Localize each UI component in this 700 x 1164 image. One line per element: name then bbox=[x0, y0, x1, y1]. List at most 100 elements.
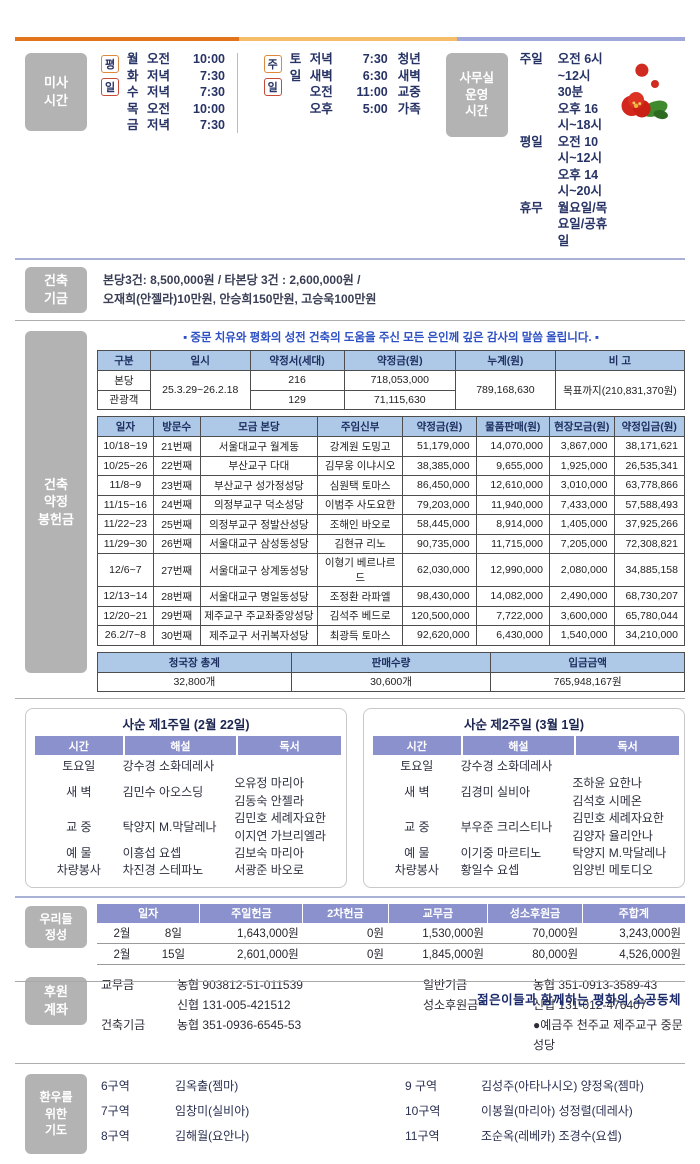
goods-cell: 12,610,000 bbox=[475, 475, 550, 496]
col-pledged: 약정금(원) bbox=[402, 416, 477, 437]
goods-cell: 11,715,000 bbox=[475, 533, 550, 554]
building-fund-line2: 오재희(안젤라)10만원, 안승희150만원, 고승욱100만원 bbox=[103, 292, 377, 306]
office-hours-key: 주일 bbox=[519, 52, 543, 66]
pledge-detail-row: 12/13~14 28번째 서울대교구 명일동성당 조정환 라파엘 98,430… bbox=[97, 586, 686, 607]
liturgy-rows: 토요일 강수경 소화데레사 새 벽 김민수 아오스딩 오유정 마리아 김동숙 안… bbox=[35, 758, 337, 880]
deposited-cell: 26,535,341 bbox=[613, 455, 686, 476]
gubun-cell: 관광객 bbox=[97, 389, 151, 410]
liturgy-section: 사순 제1주일 (2월 22일) 시간 해설 독서 토요일 강수경 소화데레사 … bbox=[15, 699, 685, 896]
sunday-mass-schedule: 토 저녁 7:30 청년 일 새벽 6:30 새벽 오전 11:00 교중 bbox=[290, 51, 430, 117]
commentator-cell: 차진경 스테파노 bbox=[122, 863, 204, 878]
pledged-cell: 51,179,000 bbox=[402, 436, 477, 457]
weekday-mass-row: 목 오전 10:00 bbox=[127, 101, 225, 118]
time-cell: 토요일 bbox=[62, 759, 96, 773]
liturgy-row: 토요일 강수경 소화데레사 bbox=[35, 758, 337, 775]
parish-cell: 부산교구 성가정성당 bbox=[199, 475, 319, 496]
mass-day bbox=[290, 101, 310, 118]
onsite-cell: 7,433,000 bbox=[548, 494, 615, 515]
pledge-detail-row: 11/22~23 25번째 의정부교구 정발산성당 조해인 바오로 58,445… bbox=[97, 514, 686, 535]
sunday-mass-row: 오전 11:00 교중 bbox=[290, 84, 430, 101]
date-cell: 12/13~14 bbox=[97, 586, 154, 607]
readers-cell: 임양빈 메토디오 bbox=[572, 863, 653, 878]
pledge-detail-header-row: 일자 방문수 모금 본당 주임신부 약정금(원) 물품판매(원) 현장모금(원)… bbox=[97, 416, 686, 437]
pledged-cell: 98,430,000 bbox=[402, 586, 477, 607]
building-fund-section: 건축 기금 본당3건: 8,500,000원 / 타본당 3건 : 2,600,… bbox=[15, 260, 685, 320]
mass-time: 7:30 bbox=[199, 118, 225, 132]
gubun-cell: 본당 bbox=[97, 370, 151, 391]
mass-ampm: 오후 bbox=[309, 101, 333, 116]
deposited-cell: 34,210,000 bbox=[613, 625, 686, 646]
date-cell: 26.2/7~8 bbox=[97, 625, 154, 646]
office-hours-label: 사무실 운영 시간 bbox=[445, 53, 508, 137]
liturgy-row: 교 중 부우준 크리스티나 김민호 세례자요한 김양자 율리안나 bbox=[373, 810, 675, 845]
section-divider bbox=[15, 698, 685, 699]
mass-ampm: 저녁 bbox=[147, 68, 171, 83]
district-left: 8구역 bbox=[101, 1128, 130, 1143]
pledged-cell: 92,620,000 bbox=[402, 625, 477, 646]
parish-cell: 의정부교구 덕소성당 bbox=[199, 494, 319, 515]
deposited-cell: 72,308,821 bbox=[613, 533, 686, 554]
prayer-section: 환우를 위한 기도 6구역 김옥출(젬마) 9 구역 김성주(아타나시오) 양정… bbox=[15, 1064, 685, 1164]
mass-times-label: 미사 시간 bbox=[25, 53, 87, 131]
top-accent-bar bbox=[15, 37, 685, 41]
pledged-cell: 38,385,000 bbox=[402, 455, 477, 476]
pledge-summary-row: 관광객 129 71,115,630 bbox=[97, 389, 685, 410]
footer: 젊은이들과 함께하는 평화의 소공동체 bbox=[15, 981, 685, 1008]
readers-cell: 오유정 마리아 김동숙 안젤라 bbox=[234, 776, 304, 808]
priest-cell: 김현규 리노 bbox=[317, 533, 404, 554]
liturgy-header: 시간 해설 독서 bbox=[373, 736, 679, 755]
names-left: 김옥출(젬마) bbox=[175, 1078, 239, 1093]
deposited-cell: 34,885,158 bbox=[613, 553, 686, 587]
liturgy-row: 예 물 이기중 마르티노 탁양지 M.막달레나 bbox=[373, 845, 675, 862]
sunday-offering-cell: 2,601,000원 bbox=[199, 943, 303, 965]
mass-name: 교중 bbox=[397, 85, 421, 99]
thanks-message: ▪ 중문 치유와 평화의 성전 건축의 도움을 주신 모든 은인께 깊은 감사의… bbox=[183, 332, 599, 344]
mass-day: 화 bbox=[127, 68, 139, 83]
parish-cell: 제주교구 주교좌중앙성당 bbox=[199, 605, 319, 626]
onsite-cell: 1,540,000 bbox=[548, 625, 615, 646]
offering-row: 2월 8일 1,643,000원 0원 1,530,000원 70,000원 3… bbox=[97, 922, 685, 944]
goods-cell: 14,082,000 bbox=[475, 586, 550, 607]
col-visit: 방문수 bbox=[152, 416, 201, 437]
account-number-right: ●예금주 천주교 제주교구 중문성당 bbox=[533, 1017, 683, 1052]
district-right: 9 구역 bbox=[405, 1078, 438, 1093]
weekday-mass-row: 금 저녁 7:30 bbox=[127, 117, 225, 134]
time-cell: 토요일 bbox=[400, 759, 434, 773]
date-cell: 10/18~19 bbox=[97, 436, 154, 457]
goods-cell: 7,722,000 bbox=[475, 605, 550, 626]
deposited-cell: 38,171,621 bbox=[613, 436, 686, 457]
liturgy-header: 시간 해설 독서 bbox=[35, 736, 341, 755]
mass-ampm: 오전 bbox=[309, 85, 333, 99]
mass-time: 7:30 bbox=[199, 85, 225, 99]
pledged-cell: 79,203,000 bbox=[402, 494, 477, 515]
weekday-mass-row: 수 저녁 7:30 bbox=[127, 84, 225, 101]
district-left: 7구역 bbox=[101, 1103, 130, 1118]
accent-bar-periwinkle bbox=[457, 37, 685, 41]
pledge-detail-row: 10/18~19 21번째 서울대교구 월계동 강계원 도밍고 51,179,0… bbox=[97, 436, 686, 457]
mass-time: 10:00 bbox=[193, 101, 225, 116]
priest-cell: 조정환 라파엘 bbox=[317, 586, 404, 607]
onsite-cell: 3,600,000 bbox=[548, 605, 615, 626]
pledge-offering-body: ▪ 중문 치유와 평화의 성전 건축의 도움을 주신 모든 은인께 깊은 감사의… bbox=[97, 327, 686, 692]
mass-day: 일 bbox=[289, 68, 302, 83]
onsite-cell: 1,405,000 bbox=[548, 514, 615, 535]
col-goods: 물품판매(원) bbox=[475, 416, 550, 437]
time-cell: 차량봉사 bbox=[394, 863, 439, 878]
readers-cell: 김민호 세례자요한 이지연 가브리엘라 bbox=[234, 811, 326, 843]
sunday-badge-top: 주 bbox=[263, 55, 282, 73]
office-hours-list: 주일 오전 6시~12시 30분 오후 16시~18시 평일 오전 10시~12… bbox=[520, 51, 608, 249]
names-right: 김성주(아타나시오) 양정옥(젬마) bbox=[481, 1078, 644, 1093]
pledge-summary-header-row: 구분 일시 약정서(세대) 약정금(원) 누계(원) 비 고 bbox=[97, 350, 686, 371]
pledged-cell: 90,735,000 bbox=[402, 533, 477, 554]
building-fund-text: 본당3건: 8,500,000원 / 타본당 3건 : 2,600,000원 /… bbox=[103, 271, 376, 308]
commentator-cell: 부우준 크리스티나 bbox=[460, 819, 553, 834]
parish-cell: 서울대교구 삼성동성당 bbox=[199, 533, 319, 554]
goods-cell: 9,655,000 bbox=[475, 455, 550, 476]
pledge-summary-table: 구분 일시 약정서(세대) 약정금(원) 누계(원) 비 고 본당 25.3.2… bbox=[97, 350, 686, 410]
date-cell: 10/25~26 bbox=[97, 455, 154, 476]
parish-cell: 의정부교구 정발산성당 bbox=[199, 514, 319, 535]
mass-ampm: 저녁 bbox=[147, 85, 171, 99]
col-amount: 약정금(원) bbox=[343, 350, 457, 371]
office-hours-key bbox=[520, 101, 558, 134]
commentator-cell: 김경미 실비아 bbox=[460, 785, 531, 800]
